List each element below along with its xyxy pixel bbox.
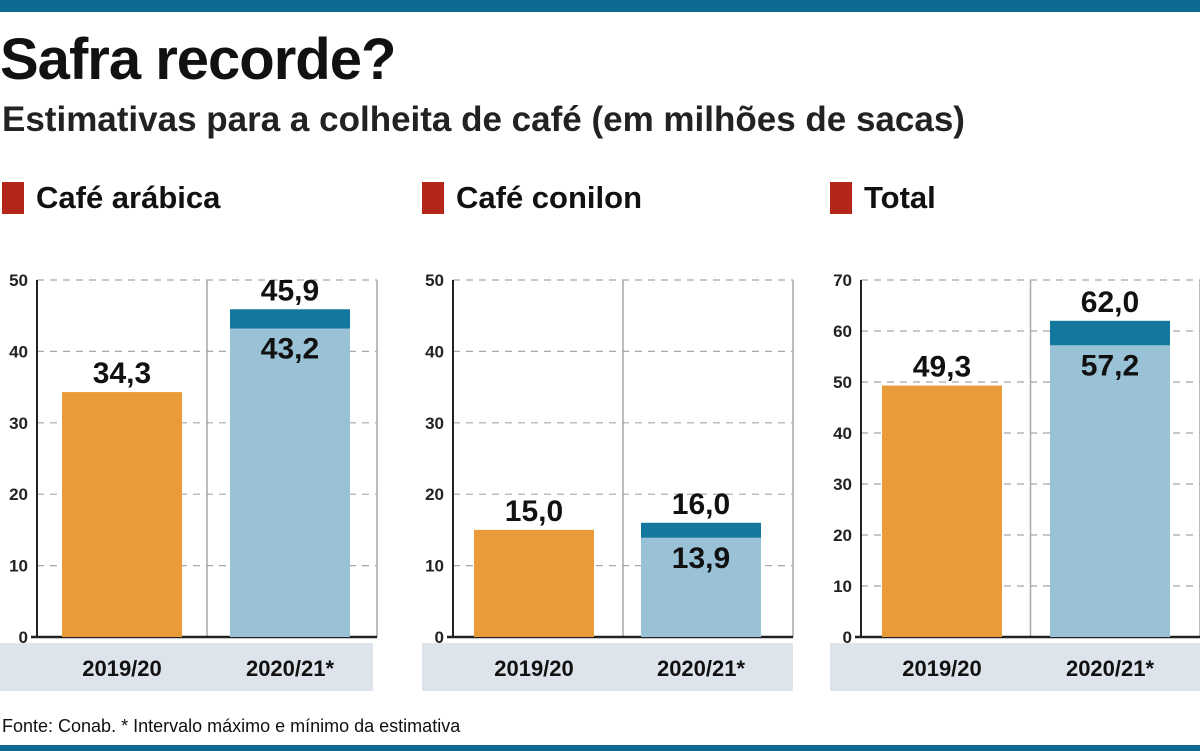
bar-label-conilon-2019-20: 15,0 [505,495,563,528]
y-tick-label-conilon-0: 0 [435,628,444,647]
bar-label-total-2019-20: 49,3 [913,351,971,384]
panel-title-total: Total [864,180,936,215]
panel-header-total: Total [830,178,936,218]
category-band-arabica [0,643,373,691]
bar-max-label-total-2020-21: 62,0 [1081,286,1139,319]
category-band-conilon [422,643,793,691]
bar-range-total-2020-21 [1050,320,1170,346]
y-tick-label-arabica-20: 20 [9,485,28,504]
y-tick-label-total-30: 30 [833,475,852,494]
category-band-total [830,643,1200,691]
footnote: Fonte: Conab. * Intervalo máximo e mínim… [2,716,461,736]
panel-header-arabica: Café arábica [2,178,220,218]
y-tick-label-arabica-0: 0 [19,628,28,647]
category-label-total-1: 2020/21* [1066,656,1155,681]
y-tick-label-arabica-50: 50 [9,271,28,290]
category-label-conilon-1: 2020/21* [657,656,746,681]
category-label-arabica-0: 2019/20 [82,656,162,681]
bar-range-arabica-2020-21 [230,309,350,329]
y-tick-label-arabica-10: 10 [9,557,28,576]
category-label-arabica-1: 2020/21* [246,656,335,681]
panel-title-arabica: Café arábica [36,180,221,215]
panel-title-conilon: Café conilon [456,180,643,215]
category-label-total-0: 2019/20 [902,656,982,681]
y-tick-label-conilon-50: 50 [425,271,444,290]
top-accent-bar [0,0,1200,12]
bar-min-label-conilon-2020-21: 13,9 [672,542,730,575]
category-label-conilon-0: 2019/20 [494,656,574,681]
y-tick-label-conilon-30: 30 [425,414,444,433]
y-tick-label-conilon-10: 10 [425,557,444,576]
page-title: Safra recorde? [0,27,396,92]
bar-min-total-2020-21 [1050,345,1170,637]
bar-label-arabica-2019-20: 34,3 [93,357,151,390]
y-tick-label-total-20: 20 [833,526,852,545]
y-tick-label-arabica-40: 40 [9,342,28,361]
y-tick-label-total-70: 70 [833,271,852,290]
legend-square-conilon [422,182,444,214]
bar-max-label-conilon-2020-21: 16,0 [672,488,730,521]
bar-conilon-2019-20 [474,529,594,637]
bar-min-arabica-2020-21 [230,328,350,637]
bar-min-label-arabica-2020-21: 43,2 [261,333,319,366]
legend-square-total [830,182,852,214]
y-tick-label-conilon-20: 20 [425,485,444,504]
bar-min-label-total-2020-21: 57,2 [1081,349,1139,382]
panel-header-conilon: Café conilon [422,178,642,218]
y-tick-label-conilon-40: 40 [425,342,444,361]
bar-min-conilon-2020-21 [641,537,761,637]
bar-total-2019-20 [882,385,1002,637]
y-tick-label-total-10: 10 [833,577,852,596]
bar-arabica-2019-20 [62,392,182,637]
y-tick-label-total-40: 40 [833,424,852,443]
bar-max-label-arabica-2020-21: 45,9 [261,274,319,307]
bar-range-conilon-2020-21 [641,522,761,538]
y-tick-label-total-50: 50 [833,373,852,392]
y-tick-label-arabica-30: 30 [9,414,28,433]
y-tick-label-total-0: 0 [843,628,852,647]
legend-square-arabica [2,182,24,214]
page-subtitle: Estimativas para a colheita de café (em … [2,100,965,139]
y-tick-label-total-60: 60 [833,322,852,341]
bottom-accent-bar [0,745,1200,751]
